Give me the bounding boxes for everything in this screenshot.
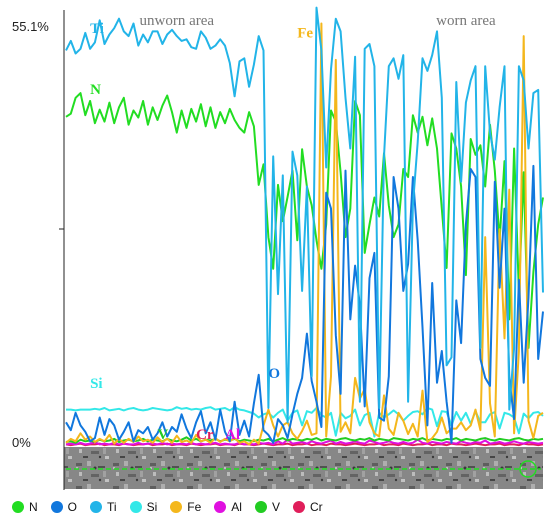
legend-dot-icon xyxy=(50,501,63,513)
series-line-al xyxy=(65,438,544,446)
region-label-unworn: unworn area xyxy=(140,13,215,29)
legend-item-si: Si xyxy=(129,500,158,514)
legend-label: V xyxy=(271,500,280,514)
legend-label: Cr xyxy=(309,500,323,514)
series-line-o xyxy=(65,164,544,444)
legend-item-cr: Cr xyxy=(292,500,323,514)
legend-dot-icon xyxy=(292,501,305,513)
legend-item-fe: Fe xyxy=(170,500,201,514)
sem-micrograph-strip xyxy=(64,447,543,489)
series-label-al: Al xyxy=(225,427,240,443)
series-label-cr: Cr xyxy=(196,427,214,443)
y-tick-label-min: 0% xyxy=(12,435,31,450)
series-label-fe: Fe xyxy=(297,26,313,42)
series-label-n: N xyxy=(90,82,101,98)
legend-label: N xyxy=(29,500,38,514)
legend-label: Al xyxy=(231,500,242,514)
series-line-si xyxy=(66,406,544,438)
legend-dot-icon xyxy=(129,501,142,513)
region-label-worn: worn area xyxy=(436,13,496,29)
y-tick-label-max: 55.1% xyxy=(12,19,49,34)
legend-label: Ti xyxy=(107,500,117,514)
legend-item-ti: Ti xyxy=(90,500,117,514)
legend-dot-icon xyxy=(12,501,24,513)
legend-dot-icon xyxy=(214,501,227,513)
legend-dot-icon xyxy=(90,501,103,513)
series-line-fe xyxy=(65,22,544,446)
series-line-ti xyxy=(65,6,544,424)
legend: N O Ti Si Fe Al V Cr xyxy=(12,496,542,518)
legend-dot-icon xyxy=(254,501,267,513)
legend-label: Fe xyxy=(187,500,202,514)
legend-item-v: V xyxy=(254,500,280,514)
legend-item-n: N xyxy=(12,500,38,514)
series-line-n xyxy=(65,92,544,349)
legend-item-al: Al xyxy=(214,500,242,514)
legend-label: Si xyxy=(146,500,158,514)
series-label-o: O xyxy=(268,366,280,382)
legend-item-o: O xyxy=(50,500,78,514)
scan-end-marker xyxy=(519,460,537,478)
series-label-ti: Ti xyxy=(90,21,104,37)
series-label-si: Si xyxy=(90,376,103,392)
legend-dot-icon xyxy=(170,501,183,513)
series-label-v: V xyxy=(158,427,169,443)
legend-label: O xyxy=(67,500,78,514)
